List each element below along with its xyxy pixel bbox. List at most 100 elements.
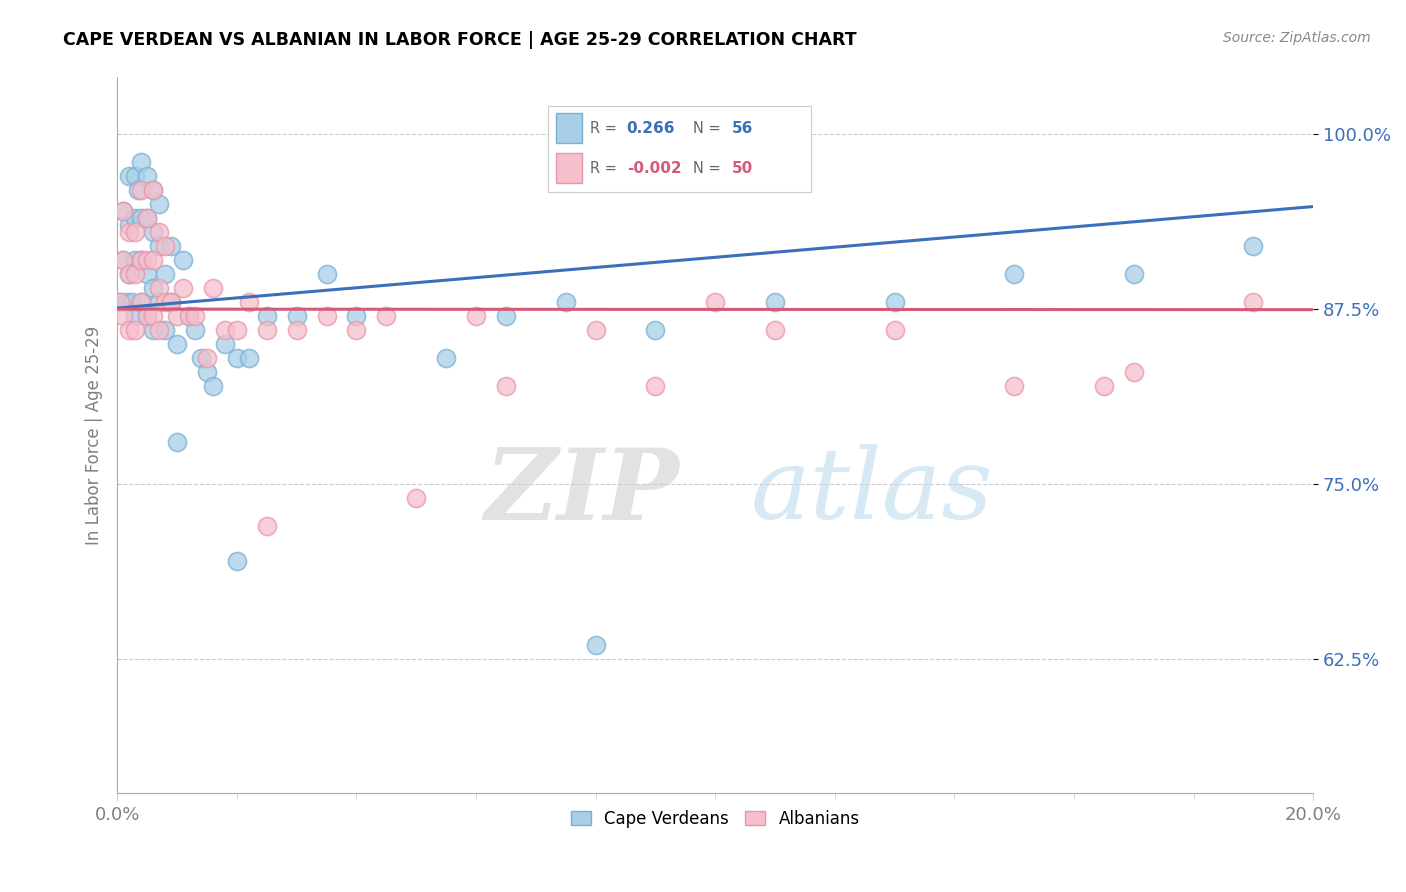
Point <box>127 183 149 197</box>
Point <box>160 238 183 252</box>
Point <box>148 281 170 295</box>
Point <box>136 169 159 183</box>
Point <box>883 323 905 337</box>
Point <box>160 294 183 309</box>
Point <box>124 323 146 337</box>
Point <box>153 294 176 309</box>
Point <box>495 309 517 323</box>
Point <box>118 218 141 232</box>
Point <box>184 323 207 337</box>
Point <box>136 211 159 225</box>
Point <box>118 323 141 337</box>
Point <box>136 252 159 267</box>
Text: Source: ZipAtlas.com: Source: ZipAtlas.com <box>1223 31 1371 45</box>
Point <box>124 252 146 267</box>
Point <box>201 281 224 295</box>
Point <box>112 252 135 267</box>
Point <box>153 323 176 337</box>
Point <box>142 183 165 197</box>
Point <box>160 294 183 309</box>
Point <box>148 238 170 252</box>
Point <box>883 294 905 309</box>
Point <box>238 294 260 309</box>
Point <box>136 309 159 323</box>
Point <box>142 281 165 295</box>
Point <box>115 294 138 309</box>
Point <box>195 365 218 379</box>
Point <box>195 351 218 365</box>
Point <box>344 323 367 337</box>
Point <box>136 309 159 323</box>
Point <box>225 554 247 568</box>
Point <box>124 211 146 225</box>
Point <box>214 323 236 337</box>
Point <box>112 252 135 267</box>
Point <box>495 379 517 393</box>
Text: ZIP: ZIP <box>484 444 679 541</box>
Legend: Cape Verdeans, Albanians: Cape Verdeans, Albanians <box>564 803 866 834</box>
Point <box>108 294 131 309</box>
Point <box>285 309 308 323</box>
Point <box>184 309 207 323</box>
Point <box>129 252 152 267</box>
Point <box>153 267 176 281</box>
Point <box>238 351 260 365</box>
Point <box>190 351 212 365</box>
Point <box>225 323 247 337</box>
Point <box>465 309 488 323</box>
Point <box>285 323 308 337</box>
Point <box>166 435 188 450</box>
Point <box>214 337 236 351</box>
Point <box>644 323 666 337</box>
Point <box>315 267 337 281</box>
Point <box>225 351 247 365</box>
Point <box>142 309 165 323</box>
Point <box>148 196 170 211</box>
Point <box>256 519 278 533</box>
Point <box>129 252 152 267</box>
Point <box>136 211 159 225</box>
Point <box>112 203 135 218</box>
Point <box>118 267 141 281</box>
Point <box>1002 379 1025 393</box>
Point <box>129 294 152 309</box>
Point <box>704 294 727 309</box>
Point <box>763 323 786 337</box>
Point <box>148 294 170 309</box>
Point <box>124 267 146 281</box>
Point <box>118 225 141 239</box>
Y-axis label: In Labor Force | Age 25-29: In Labor Force | Age 25-29 <box>86 326 103 545</box>
Point <box>1243 294 1265 309</box>
Point <box>112 203 135 218</box>
Point <box>405 491 427 505</box>
Point <box>554 294 576 309</box>
Point <box>172 281 194 295</box>
Point <box>112 309 135 323</box>
Point <box>201 379 224 393</box>
Point <box>124 309 146 323</box>
Point <box>136 267 159 281</box>
Point <box>375 309 398 323</box>
Point <box>124 169 146 183</box>
Point <box>166 337 188 351</box>
Point <box>148 225 170 239</box>
Point <box>142 183 165 197</box>
Point <box>1002 267 1025 281</box>
Point <box>142 323 165 337</box>
Point <box>256 309 278 323</box>
Point <box>315 309 337 323</box>
Point <box>763 294 786 309</box>
Point <box>108 294 131 309</box>
Point <box>177 309 200 323</box>
Point <box>1122 267 1144 281</box>
Point <box>344 309 367 323</box>
Point <box>142 225 165 239</box>
Point <box>124 225 146 239</box>
Text: CAPE VERDEAN VS ALBANIAN IN LABOR FORCE | AGE 25-29 CORRELATION CHART: CAPE VERDEAN VS ALBANIAN IN LABOR FORCE … <box>63 31 856 49</box>
Point <box>1243 238 1265 252</box>
Point <box>256 323 278 337</box>
Point <box>177 309 200 323</box>
Point <box>172 252 194 267</box>
Point <box>129 294 152 309</box>
Point <box>148 323 170 337</box>
